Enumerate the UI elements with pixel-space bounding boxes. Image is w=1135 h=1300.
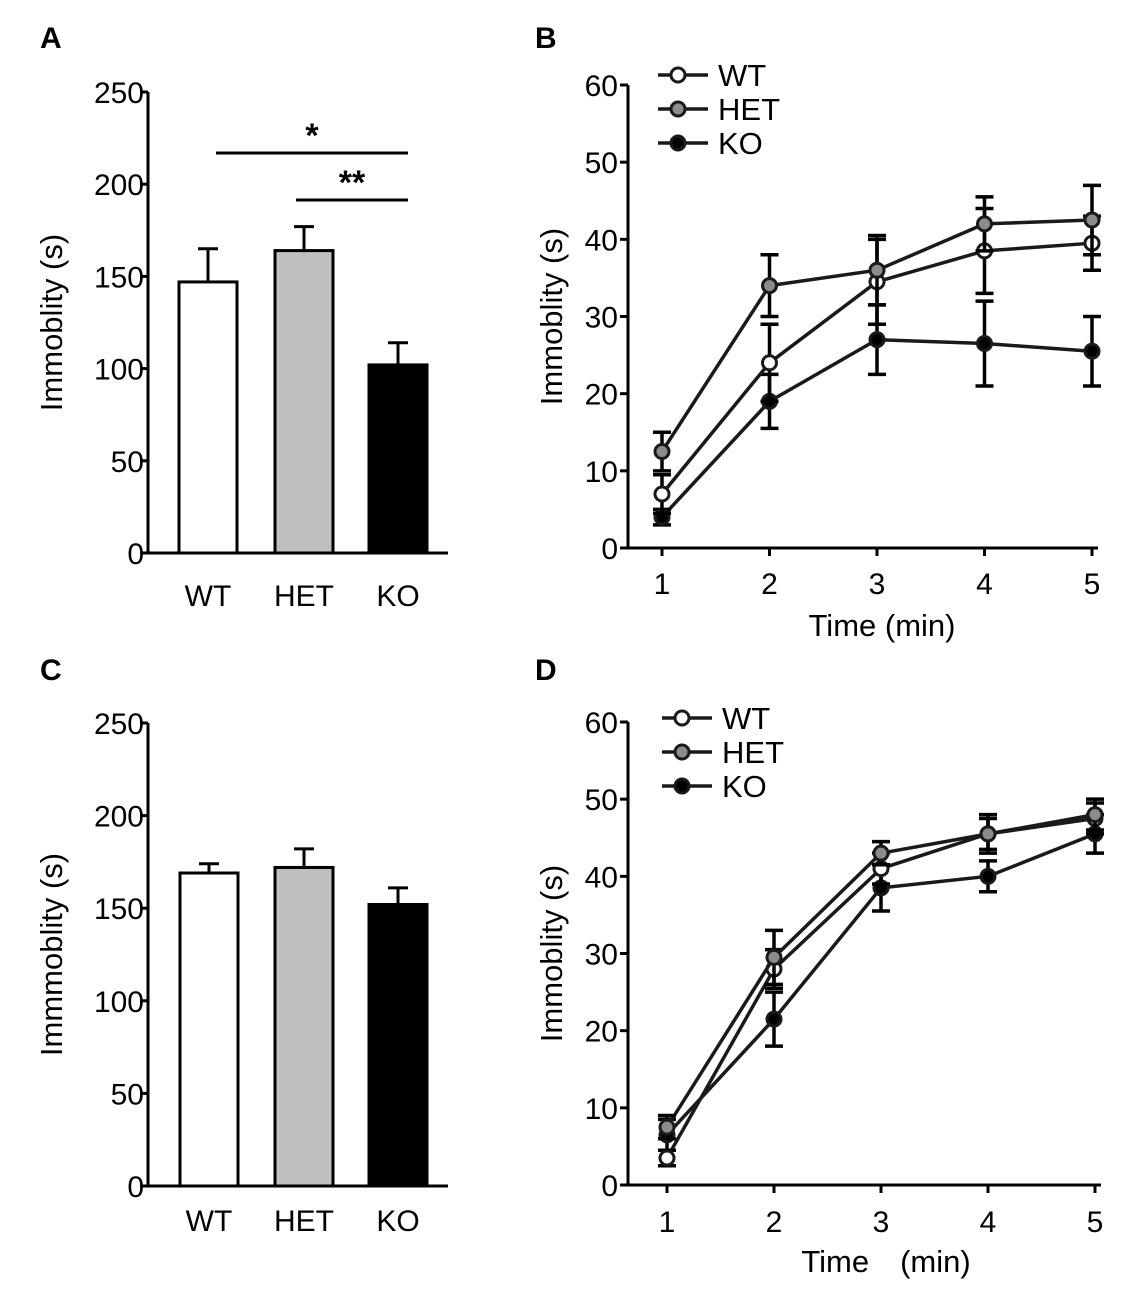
x-tick-label: 3 — [873, 1206, 890, 1239]
y-tick-label: 30 — [585, 302, 618, 335]
bar-wt — [178, 871, 240, 1188]
x-tick-label: KO — [376, 580, 419, 613]
y-tick-label: 0 — [127, 538, 144, 571]
y-axis-title-c: Immmoblity (s) — [34, 853, 69, 1056]
data-point-ko — [979, 867, 997, 885]
x-tick-label: 5 — [1087, 1206, 1104, 1239]
data-point-het — [1086, 806, 1104, 824]
x-tick-label: 4 — [980, 1206, 997, 1239]
x-tick-label: WT — [185, 580, 232, 613]
legend-marker-wt — [673, 709, 691, 727]
y-tick-label: 150 — [94, 261, 144, 294]
line-chart-b: 0 10 20 30 40 50 60 1 2 3 4 5 Time (min) Immoblity (s… — [534, 58, 1101, 643]
x-tick-label: 2 — [766, 1206, 783, 1239]
x-tick-label: 1 — [659, 1206, 676, 1239]
data-point-het — [872, 844, 890, 862]
data-point-het — [658, 1118, 676, 1136]
legend-label-wt: WT — [718, 58, 766, 93]
y-tick-label: 40 — [585, 224, 618, 257]
data-point-wt — [761, 354, 778, 372]
panel-letter-b: B — [535, 22, 557, 55]
data-point-het — [976, 215, 993, 233]
x-tick-label: 2 — [761, 568, 778, 601]
y-tick-label: 0 — [601, 533, 618, 566]
y-tick-label: 10 — [585, 456, 618, 489]
y-tick-label: 20 — [585, 1016, 618, 1049]
x-tick-label: 5 — [1084, 568, 1101, 601]
y-tick-label: 50 — [111, 1078, 144, 1111]
data-point-het — [1083, 211, 1101, 229]
y-axis-title-a: Immoblity (s) — [34, 234, 69, 411]
bar-wt — [177, 280, 239, 555]
x-tick-label: KO — [376, 1205, 419, 1238]
data-point-ko — [765, 1010, 783, 1028]
x-tick-label: 4 — [976, 568, 993, 601]
y-tick-label: 40 — [585, 861, 618, 894]
bar-ko — [367, 902, 429, 1188]
x-tick-label: WT — [186, 1205, 233, 1238]
legend-label-het: HET — [718, 92, 780, 127]
y-tick-label: 0 — [127, 1171, 144, 1204]
data-point-ko — [976, 335, 993, 353]
y-tick-label: 10 — [585, 1093, 618, 1126]
data-point-het — [979, 825, 997, 843]
legend-marker-ko — [669, 134, 687, 152]
y-tick-label: 200 — [94, 801, 144, 834]
bar-het — [273, 865, 335, 1188]
panel-letter-d: D — [535, 654, 557, 687]
legend-label-wt: WT — [722, 701, 770, 736]
x-tick-label: HET — [274, 580, 334, 613]
legend-label-het: HET — [722, 735, 784, 770]
panel-letter-c: C — [40, 654, 62, 687]
x-axis-title-b: Time (min) — [809, 608, 956, 643]
bar-ko — [367, 363, 429, 555]
data-point-wt — [653, 485, 671, 503]
line-chart-d: 0 10 20 30 40 50 60 1 2 3 4 5 Time (min) Immoblity (s… — [534, 701, 1104, 1279]
y-axis-title-b: Immoblity (s) — [534, 228, 569, 405]
data-point-ko — [1083, 342, 1101, 360]
data-point-het — [653, 443, 671, 461]
legend-marker-ko — [673, 777, 691, 795]
y-tick-label: 100 — [94, 986, 144, 1019]
legend-label-ko: KO — [718, 126, 763, 161]
x-tick-label: HET — [274, 1205, 334, 1238]
x-axis-title-d: Time (min) — [801, 1244, 970, 1279]
y-tick-label: 30 — [585, 939, 618, 972]
significance-label: ** — [339, 164, 366, 202]
data-point-wt — [658, 1149, 676, 1167]
y-tick-label: 200 — [94, 169, 144, 202]
y-tick-label: 60 — [585, 707, 618, 740]
panel-letter-a: A — [40, 22, 62, 55]
bar-chart-c: 0 50 100 150 200 250 Immmoblity (s) WT HET KO — [34, 708, 448, 1238]
y-tick-label: 100 — [94, 354, 144, 387]
y-axis-title-d: Immoblity (s) — [534, 865, 569, 1042]
y-tick-label: 250 — [94, 708, 144, 741]
y-tick-label: 60 — [585, 70, 618, 103]
significance-label: * — [305, 117, 319, 155]
x-tick-label: 3 — [869, 568, 886, 601]
y-tick-label: 150 — [94, 893, 144, 926]
y-tick-label: 50 — [111, 446, 144, 479]
data-point-het — [765, 948, 783, 966]
legend-label-ko: KO — [722, 769, 767, 804]
x-tick-label: 1 — [654, 568, 671, 601]
y-tick-label: 250 — [94, 77, 144, 110]
y-tick-label: 50 — [585, 784, 618, 817]
y-tick-label: 0 — [601, 1170, 618, 1203]
y-tick-label: 50 — [585, 147, 618, 180]
data-point-het — [868, 261, 886, 279]
bar-het — [273, 249, 335, 555]
legend-marker-het — [673, 743, 691, 761]
data-point-het — [761, 277, 778, 295]
legend-marker-het — [669, 100, 687, 118]
y-tick-label: 20 — [585, 379, 618, 412]
legend-marker-wt — [669, 66, 687, 84]
data-point-ko — [868, 331, 886, 349]
